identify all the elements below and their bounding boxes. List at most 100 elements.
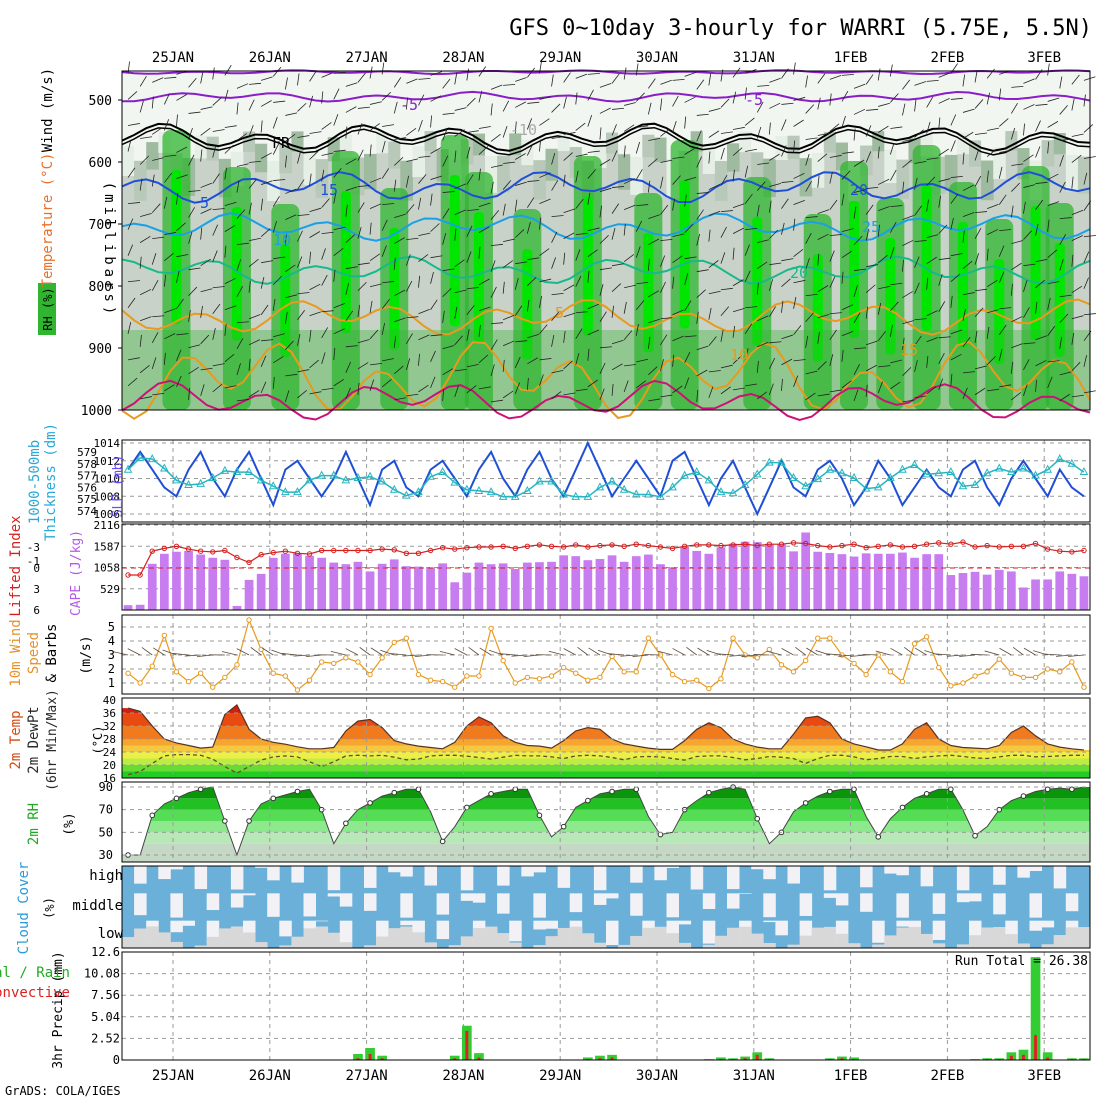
low-cloud-bar xyxy=(158,932,171,948)
cloud-gap xyxy=(364,893,377,911)
contour-label: -5 xyxy=(745,91,763,109)
cloud-gap xyxy=(872,921,885,943)
wind-speed-marker xyxy=(912,642,916,646)
cape-bar xyxy=(680,547,689,610)
cape-bar xyxy=(136,605,145,610)
cape-bar xyxy=(608,555,617,610)
cloud-gap xyxy=(546,921,559,929)
cloud-gap xyxy=(921,866,934,886)
low-cloud-bar xyxy=(231,926,244,948)
wind-speed-marker xyxy=(174,670,178,674)
cloud-gap xyxy=(884,866,897,874)
precip-tick-label: 2.52 xyxy=(91,1031,120,1045)
precip-legend-convective: Convective xyxy=(0,985,70,1001)
rh-shade xyxy=(691,71,704,131)
low-cloud-bar xyxy=(1066,927,1079,948)
low-cloud-bar xyxy=(667,933,680,948)
wind-speed-marker xyxy=(719,677,723,681)
cloud-row-label: middle xyxy=(72,898,123,914)
cape-bar xyxy=(704,554,713,610)
low-cloud-bar xyxy=(739,927,752,948)
cloud-gap xyxy=(957,893,970,902)
rh-marker xyxy=(586,798,591,803)
cloud-gap xyxy=(860,893,873,911)
low-cloud-bar xyxy=(461,936,474,948)
date-label-top: 28JAN xyxy=(442,50,484,66)
cape-bar xyxy=(245,580,254,610)
date-label-bottom: 28JAN xyxy=(442,1068,484,1084)
rh-marker xyxy=(755,816,760,821)
cloud-unit: (%) xyxy=(42,897,56,919)
wind-speed-marker xyxy=(682,679,686,683)
cloud-row-label: low xyxy=(98,926,124,942)
cape-bar xyxy=(293,553,302,610)
rh-shade xyxy=(388,71,401,142)
temp-unit: (°C) xyxy=(91,726,105,755)
wind-speed-marker xyxy=(368,672,372,676)
cape-bar xyxy=(378,564,387,610)
cloud-gap xyxy=(800,921,813,937)
date-label-bottom: 26JAN xyxy=(249,1068,291,1084)
date-label-bottom: 2FEB xyxy=(931,1068,965,1084)
rh-shade xyxy=(618,71,631,154)
wind-speed-marker xyxy=(549,674,553,678)
cape-bar xyxy=(825,553,834,610)
rh-shade xyxy=(957,71,970,133)
low-cloud-bar xyxy=(727,928,740,948)
wind-speed-marker xyxy=(295,688,299,692)
low-cloud-bar xyxy=(412,933,425,948)
precip-tick-label: 10.08 xyxy=(84,967,120,981)
temp-band xyxy=(122,759,1090,766)
cape-bar xyxy=(813,552,822,610)
temp-band xyxy=(122,772,1090,779)
wind-speed-marker xyxy=(247,618,251,622)
pressure-tick-label: 500 xyxy=(89,94,112,109)
cape-bar xyxy=(898,553,907,610)
rh-shade xyxy=(134,71,147,161)
temperature-legend-label: Temperature (°C) xyxy=(40,153,56,288)
low-cloud-bar xyxy=(1042,944,1055,948)
rh-marker xyxy=(634,787,639,792)
low-cloud-bar xyxy=(921,934,934,948)
cape-bar xyxy=(668,567,677,610)
li-tick-label: 0 xyxy=(33,562,40,575)
cloud-gap xyxy=(679,921,692,925)
low-cloud-bar xyxy=(328,933,341,948)
precip-convective-bar xyxy=(756,1055,759,1060)
rh-lower-band xyxy=(122,330,1090,410)
wind-speed-marker xyxy=(791,670,795,674)
rh-marker xyxy=(610,789,615,794)
low-cloud-bar xyxy=(340,942,353,948)
wind-speed-marker xyxy=(465,674,469,678)
wind-speed-marker xyxy=(428,678,432,682)
cloud-gap xyxy=(388,866,401,872)
date-label-bottom: 1FEB xyxy=(834,1068,868,1084)
cape-bar xyxy=(475,563,484,610)
cape-bar xyxy=(644,555,653,610)
footer-credit: GrADS: COLA/IGES xyxy=(5,1084,121,1098)
wind-speed-marker xyxy=(1021,675,1025,679)
wind-speed-marker xyxy=(440,679,444,683)
date-label-bottom: 31JAN xyxy=(733,1068,775,1084)
low-cloud-bar xyxy=(376,937,389,948)
wind-speed-marker xyxy=(695,678,699,682)
low-cloud-bar xyxy=(788,945,801,948)
date-label-top: 26JAN xyxy=(249,50,291,66)
cloud-gap xyxy=(667,893,680,917)
li-tick-label: 6 xyxy=(33,604,40,617)
rh-marker xyxy=(1070,787,1075,792)
rh-shade xyxy=(400,71,413,161)
low-cloud-bar xyxy=(207,937,220,948)
cloud-gap xyxy=(691,866,704,889)
date-label-top: 29JAN xyxy=(539,50,581,66)
cloud-gap xyxy=(291,866,304,883)
wind-speed-marker xyxy=(561,665,565,669)
rh-shade xyxy=(207,71,220,137)
temp-tick-label: 36 xyxy=(103,707,116,720)
wind-speed-marker xyxy=(670,672,674,676)
rh-marker xyxy=(803,801,808,806)
low-cloud-bar xyxy=(546,936,559,948)
precip-convective-bar xyxy=(1010,1056,1013,1060)
cloud-gap xyxy=(533,866,546,872)
